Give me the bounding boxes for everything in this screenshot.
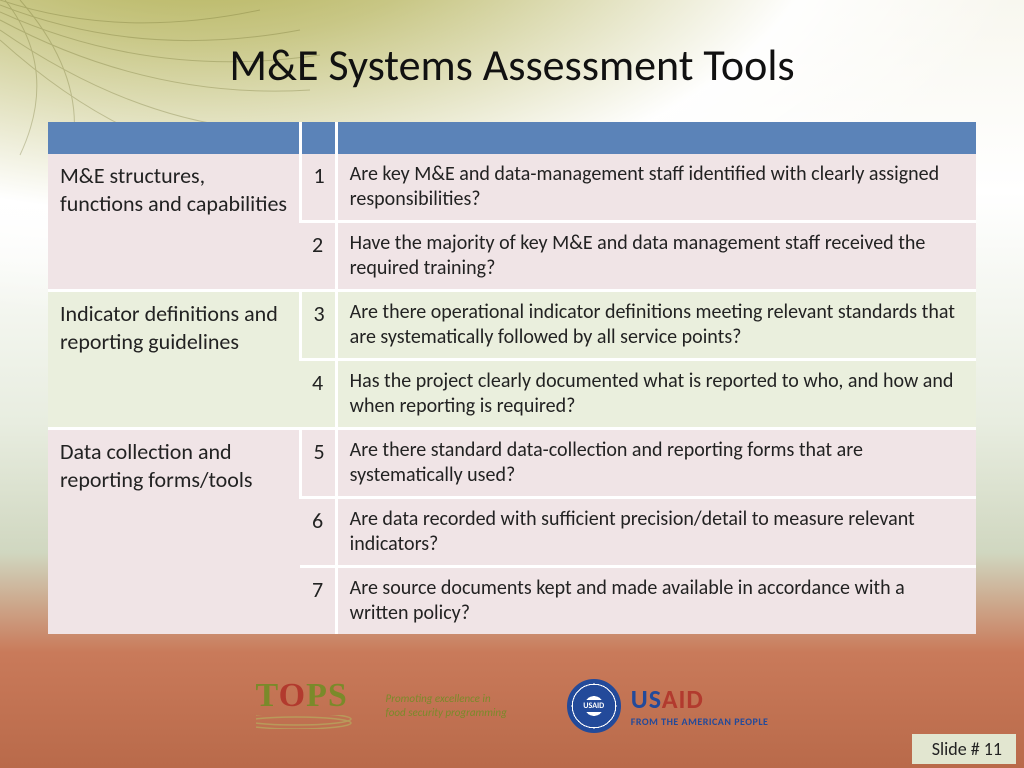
tops-o: O — [279, 677, 306, 714]
category-cell: Data collection and reporting forms/tool… — [48, 429, 300, 635]
slide-number: Slide # 11 — [912, 734, 1016, 764]
logo-bar: TOPS Promoting excellence in food securi… — [0, 677, 1024, 734]
category-cell: Indicator definitions and reporting guid… — [48, 291, 300, 429]
tops-swoosh-icon — [256, 715, 376, 729]
number-cell: 4 — [300, 360, 336, 429]
question-cell: Are data recorded with sufficient precis… — [336, 498, 976, 567]
usaid-us: US — [631, 683, 662, 715]
table-header-row — [48, 122, 976, 154]
question-cell: Are there operational indicator definiti… — [336, 291, 976, 360]
table-header-category — [48, 122, 300, 154]
question-cell: Have the majority of key M&E and data ma… — [336, 222, 976, 291]
number-cell: 2 — [300, 222, 336, 291]
slide-title: M&E Systems Assessment Tools — [0, 38, 1024, 92]
assessment-table: M&E structures, functions and capabiliti… — [48, 122, 976, 634]
table-row: Indicator definitions and reporting guid… — [48, 291, 976, 360]
question-cell: Are key M&E and data-management staff id… — [336, 154, 976, 222]
usaid-seal-text: USAID — [580, 700, 607, 712]
tops-wordmark: TOPS — [256, 677, 376, 715]
usaid-subline: FROM THE AMERICAN PEOPLE — [631, 715, 769, 728]
slide: M&E Systems Assessment Tools M&E structu… — [0, 0, 1024, 768]
question-cell: Has the project clearly documented what … — [336, 360, 976, 429]
question-cell: Are source documents kept and made avail… — [336, 567, 976, 635]
tops-tagline: Promoting excellence in food security pr… — [386, 692, 507, 718]
tops-tagline-l2: food security programming — [386, 706, 507, 719]
table-header-question — [336, 122, 976, 154]
table-row: M&E structures, functions and capabiliti… — [48, 154, 976, 222]
usaid-aid: AID — [662, 683, 704, 715]
usaid-logo: USAID USAID FROM THE AMERICAN PEOPLE — [567, 679, 769, 733]
usaid-seal-icon: USAID — [567, 679, 621, 733]
number-cell: 1 — [300, 154, 336, 222]
number-cell: 5 — [300, 429, 336, 498]
question-cell: Are there standard data-collection and r… — [336, 429, 976, 498]
tops-logo: TOPS Promoting excellence in food securi… — [256, 677, 507, 734]
number-cell: 3 — [300, 291, 336, 360]
tops-t: T — [256, 677, 279, 714]
category-cell: M&E structures, functions and capabiliti… — [48, 154, 300, 291]
number-cell: 6 — [300, 498, 336, 567]
number-cell: 7 — [300, 567, 336, 635]
table-row: Data collection and reporting forms/tool… — [48, 429, 976, 498]
table-header-number — [300, 122, 336, 154]
tops-ps: PS — [306, 677, 348, 714]
tops-tagline-l1: Promoting excellence in — [386, 692, 507, 705]
usaid-wordmark: USAID FROM THE AMERICAN PEOPLE — [631, 683, 769, 728]
